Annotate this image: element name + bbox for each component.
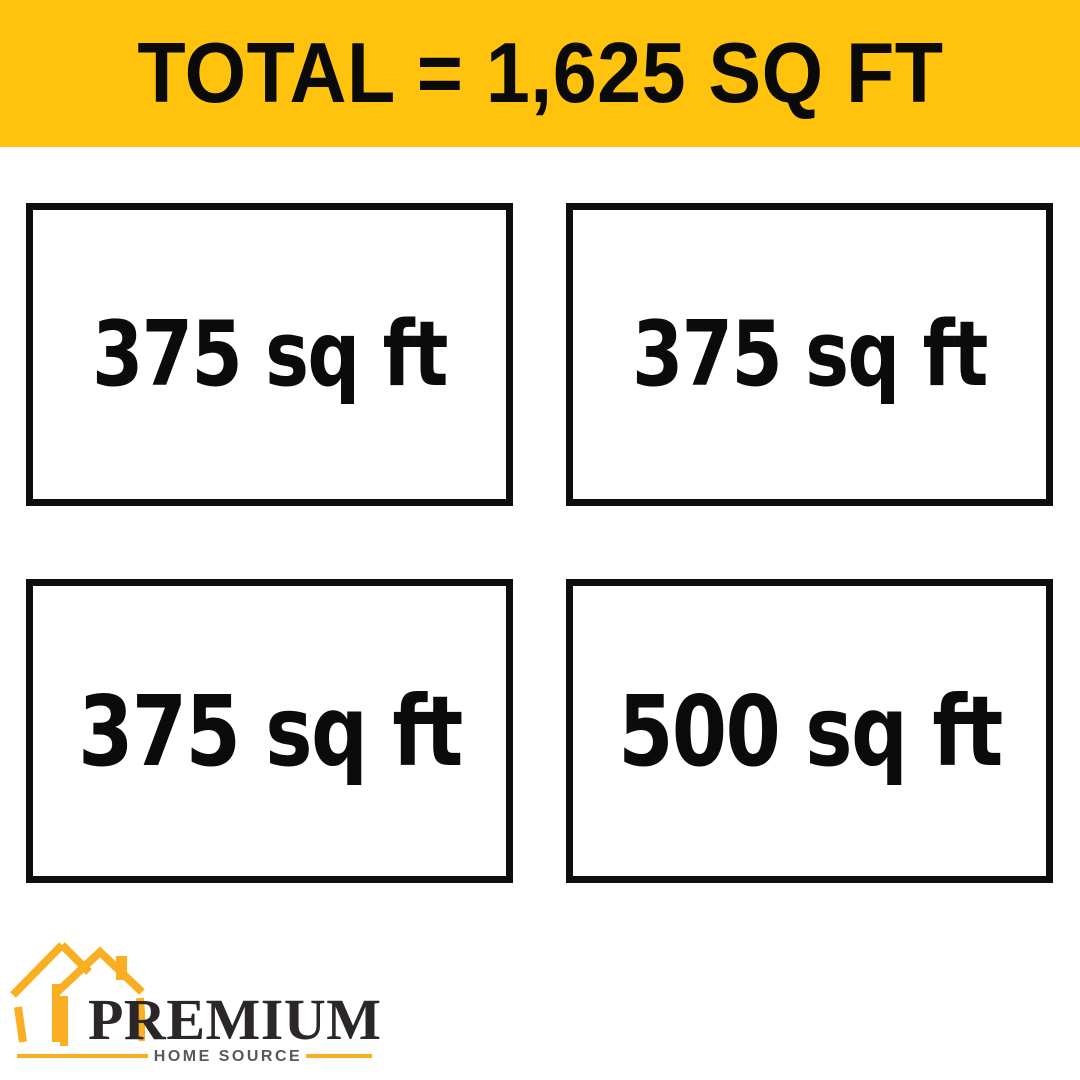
sqft-box-top-right: 375 sq ft [566,203,1053,506]
sqft-value: 375 sq ft [77,674,463,788]
house-roofs-icon [10,942,145,1046]
tagline-right-line [306,1054,372,1058]
sqft-box-bottom-right: 500 sq ft [566,579,1053,883]
total-label: TOTAL = 1,625 SQ FT [136,26,944,121]
brand-name: PREMIUM [88,987,382,1052]
sqft-value: 375 sq ft [92,301,448,407]
total-banner: TOTAL = 1,625 SQ FT [0,0,1080,147]
sqft-box-top-left: 375 sq ft [26,203,513,506]
brand-tagline: HOME SOURCE [153,1048,303,1065]
sqft-box-bottom-left: 375 sq ft [26,579,513,883]
sqft-value: 375 sq ft [632,301,988,407]
sqft-value: 500 sq ft [617,674,1003,788]
tagline-left-line [17,1054,148,1058]
